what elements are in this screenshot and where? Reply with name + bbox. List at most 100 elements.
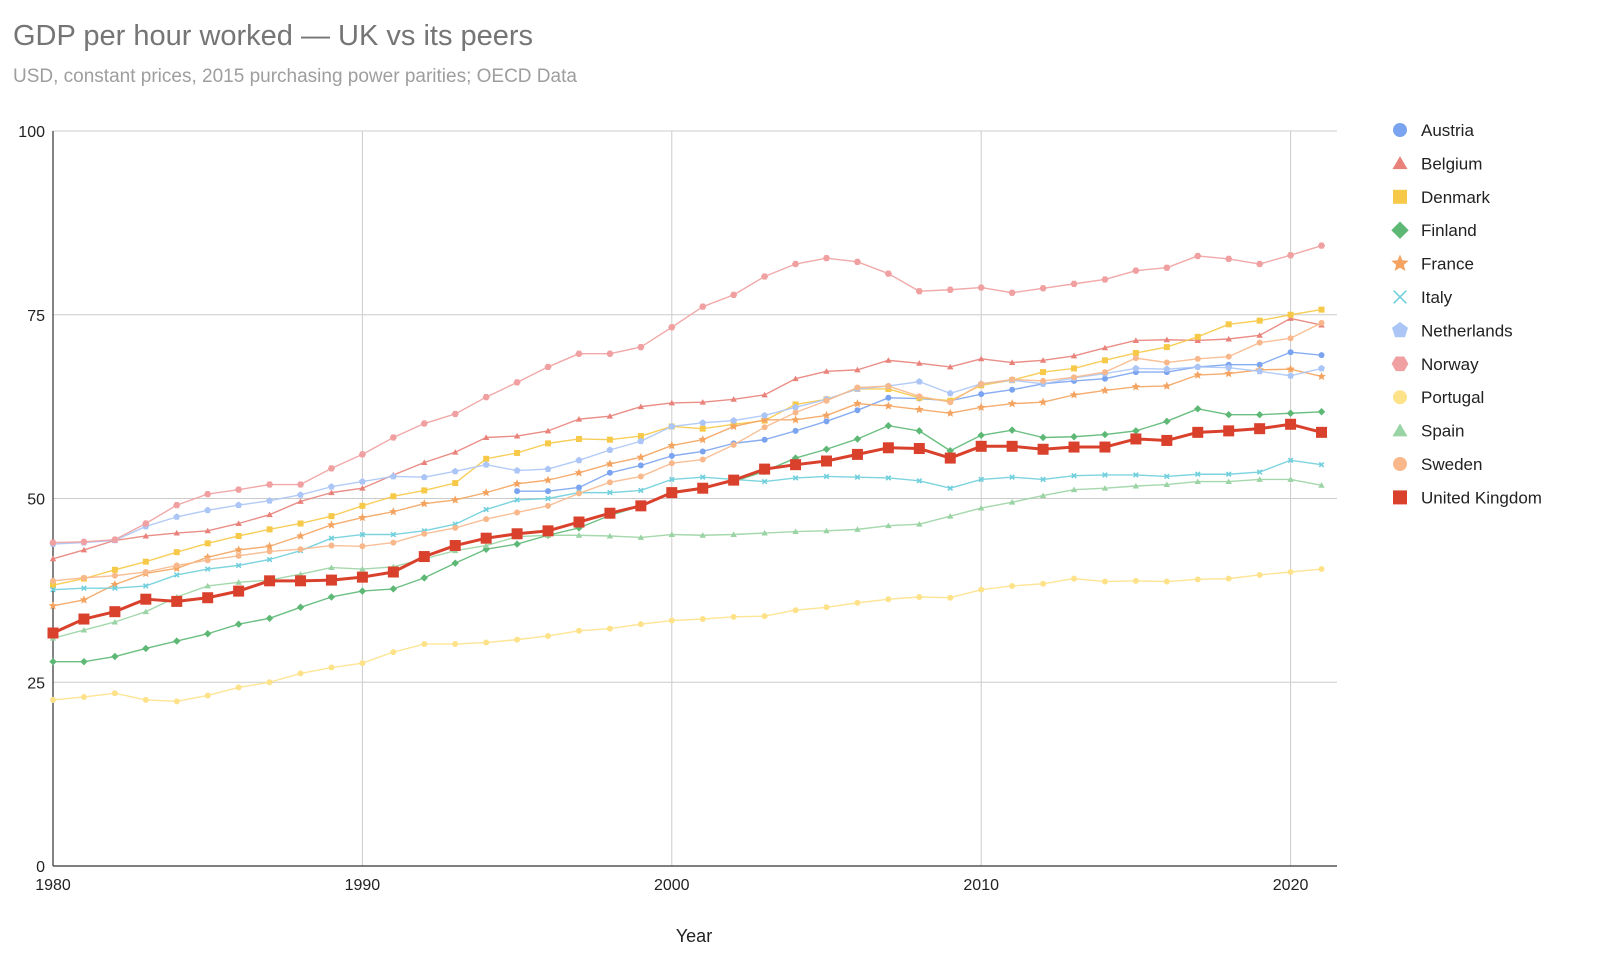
data-point [885,475,892,481]
data-point [514,509,521,516]
data-point [142,569,149,575]
data-point [791,415,800,424]
data-point [947,485,954,492]
data-point [512,479,522,488]
data-point [668,324,676,331]
data-point [482,393,490,401]
chart-title: GDP per hour worked — UK vs its peers [13,20,534,52]
data-point [80,538,88,545]
legend-label: Netherlands [1421,321,1513,340]
data-point [792,375,799,382]
data-point [1318,319,1325,326]
data-point [1132,482,1140,489]
data-point [853,258,862,265]
data-point [421,641,428,648]
data-point [945,408,955,417]
data-point [1163,359,1170,366]
data-point [358,513,367,522]
legend: Austria Belgium Denmark Finland France Italy N… [1391,121,1542,507]
data-point [297,571,304,577]
data-point [637,343,645,351]
data-point [452,449,459,455]
data-point [823,368,830,374]
data-point [50,577,56,584]
data-point [637,403,645,410]
data-point [1163,264,1171,271]
data-point [390,531,397,538]
legend-item-belgium: Belgium [1392,154,1482,173]
data-point [142,696,149,703]
data-point [513,379,521,386]
data-point [1318,566,1325,573]
data-point [328,489,335,496]
data-point [390,493,397,500]
data-point [480,532,492,544]
data-point [823,397,830,404]
data-point [481,488,491,497]
data-point [1286,409,1295,417]
data-point [1194,363,1202,370]
series-line [52,366,1322,545]
data-point [761,391,768,398]
data-point [699,532,706,538]
data-point [545,440,552,447]
data-point [1194,252,1202,260]
data-point [542,525,554,537]
data-point [81,585,87,591]
data-point [266,497,273,504]
data-point [1071,365,1078,372]
data-point [1225,353,1232,360]
data-point [1194,478,1201,485]
data-point [606,532,614,539]
data-point [265,481,274,488]
data-point [1040,369,1047,376]
legend-label: France [1421,255,1474,274]
data-point [854,474,861,481]
data-point [1287,372,1295,379]
data-point [109,606,121,618]
data-point [389,585,398,593]
series-portugal [50,566,1325,705]
data-point [637,437,645,445]
data-point [916,521,923,527]
data-point [421,459,428,465]
data-point [204,557,211,564]
series-line [52,568,1322,703]
data-point [514,497,520,503]
data-point [1099,441,1111,453]
series-line [52,322,1322,582]
y-tick-label: 25 [27,675,45,692]
data-point [730,531,737,537]
data-point [1225,364,1233,371]
data-point [1194,355,1201,362]
data-point [235,552,242,559]
y-tick-label: 75 [27,308,45,325]
data-point [1040,580,1047,587]
data-point [1285,418,1297,430]
data-point [204,582,211,589]
data-point [297,670,304,677]
data-point [573,516,585,528]
data-point [1225,471,1232,478]
data-point [1318,306,1325,313]
data-point [916,478,923,484]
legend-marker [1392,156,1408,170]
data-point [1070,433,1078,441]
data-point [854,384,861,391]
data-point [575,416,583,422]
data-point [975,440,987,452]
data-point [946,286,954,293]
data-point [1256,469,1263,475]
data-point [544,363,552,371]
data-point [80,657,88,666]
data-point [235,520,242,526]
data-point [514,449,521,456]
data-point [327,593,336,601]
data-point [978,586,985,593]
data-point [1163,481,1171,487]
data-point [1256,476,1263,482]
data-point [606,469,613,476]
data-point [699,419,707,426]
data-point [1256,571,1263,578]
data-point [854,366,861,373]
